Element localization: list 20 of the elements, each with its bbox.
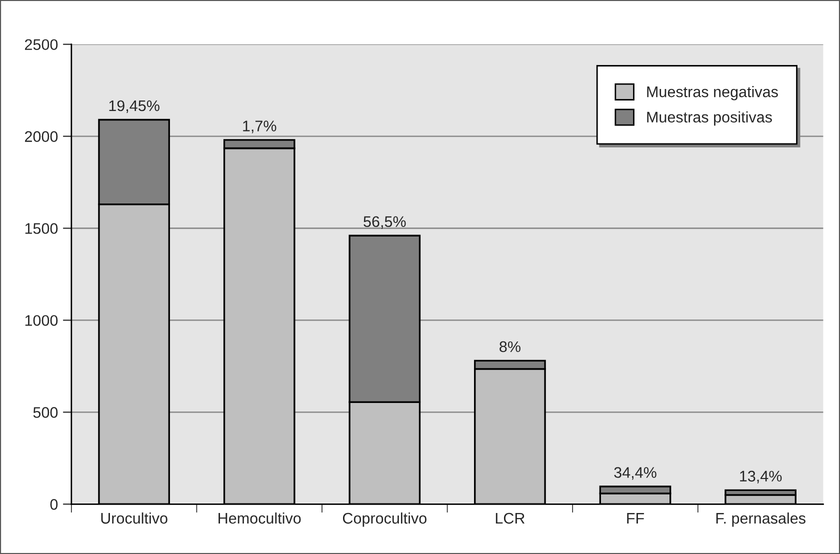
y-tick-label: 1500 xyxy=(25,223,58,234)
y-tick-label: 500 xyxy=(33,407,58,418)
x-tick-label: Urocultivo xyxy=(101,512,168,524)
x-tick-label: LCR xyxy=(496,512,525,524)
y-tick-label: 1000 xyxy=(25,315,58,326)
y-tick-label: 2500 xyxy=(24,39,58,50)
legend-label: Muestras positivas xyxy=(647,111,772,126)
annotation: 34,4% xyxy=(614,467,656,480)
x-tick-label: Hemocultivo xyxy=(218,512,301,524)
x-tick-label: FF xyxy=(627,513,644,524)
annotation: 19,45% xyxy=(109,100,160,113)
annotation: 8% xyxy=(500,341,520,352)
annotation: 56,5% xyxy=(364,216,406,229)
y-tick-label: 0 xyxy=(50,499,58,510)
annotation: 13,4% xyxy=(740,470,782,484)
annotation: 1,7% xyxy=(243,120,276,134)
legend-label: Muestras negativas xyxy=(647,86,778,100)
x-tick-label: Coprocultivo xyxy=(342,512,426,527)
x-tick-label: F. pernasales xyxy=(716,512,806,527)
y-tick-label: 2000 xyxy=(24,131,58,142)
